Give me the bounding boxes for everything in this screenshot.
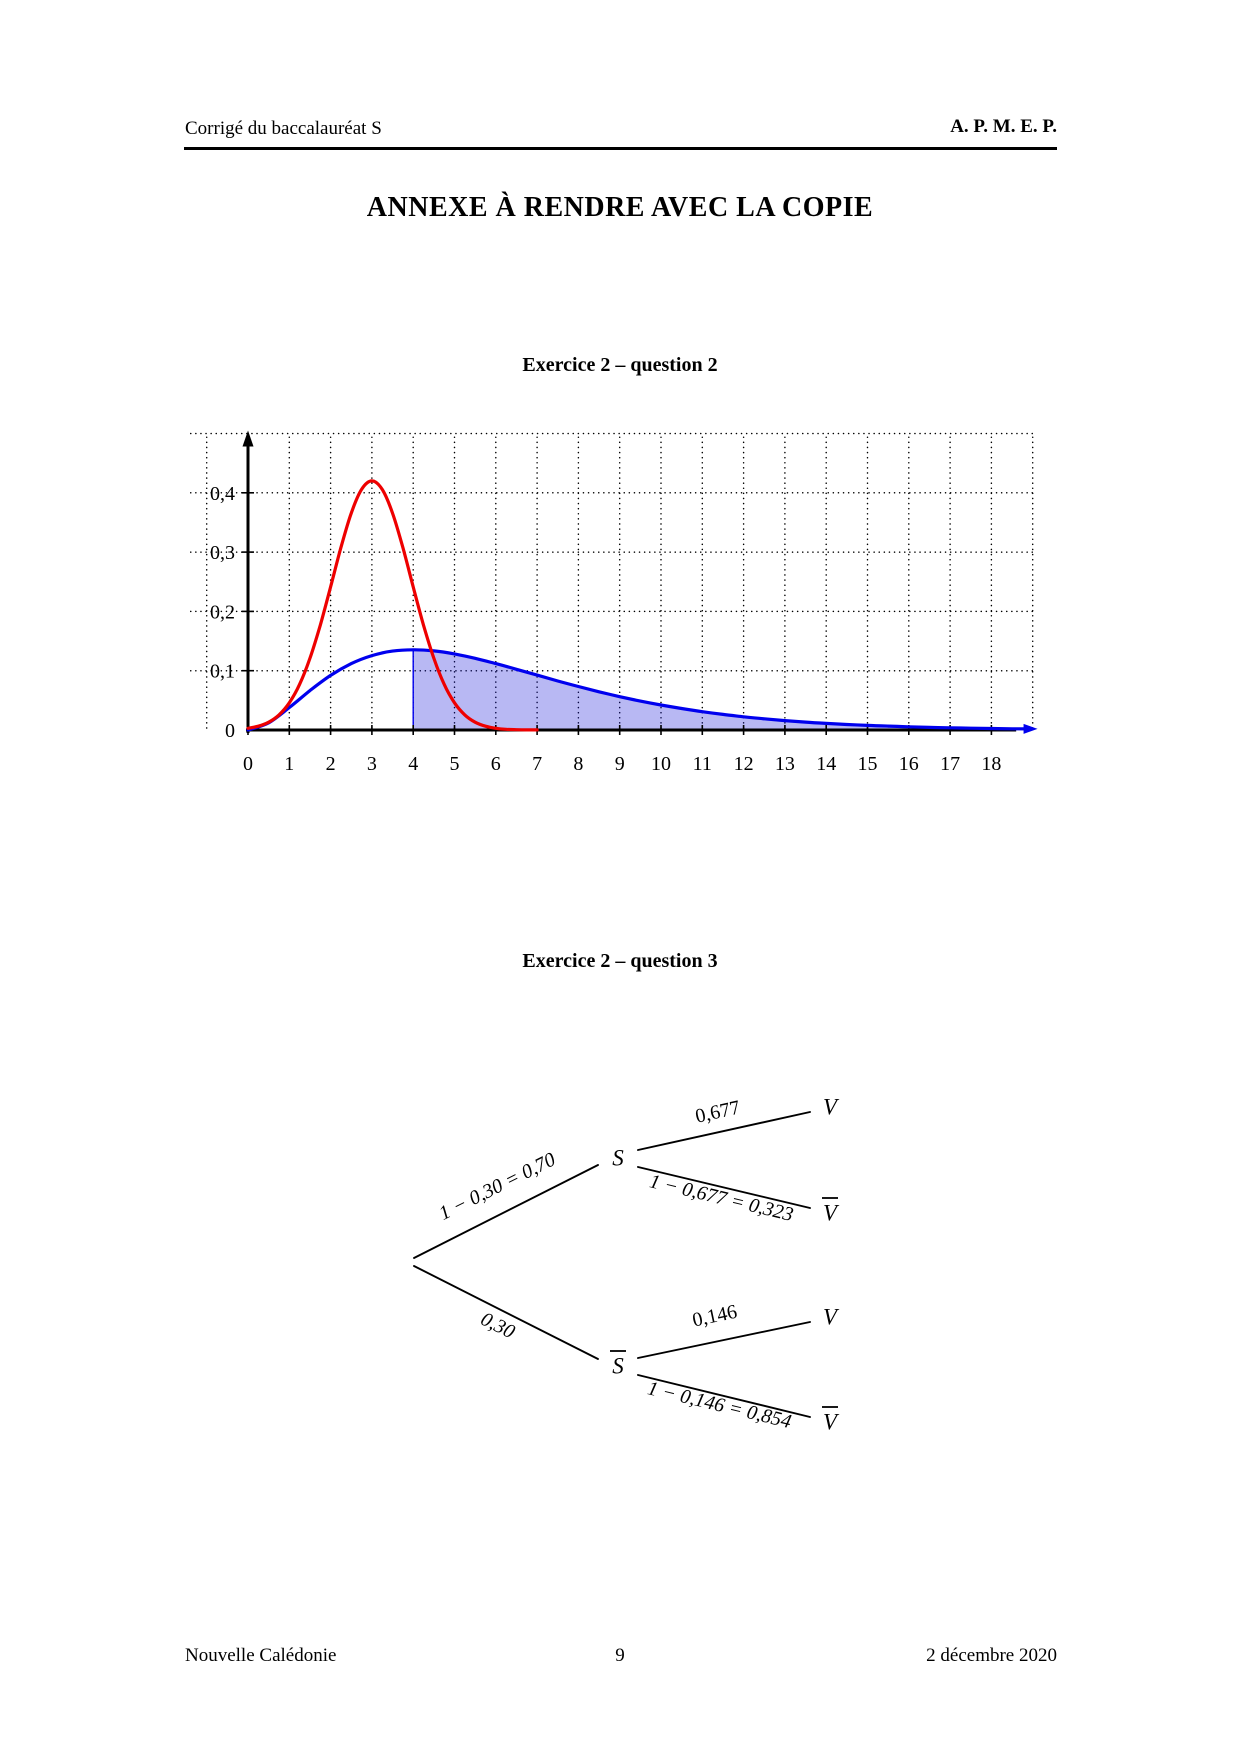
section-title-question-3: Exercice 2 – question 3 — [522, 950, 718, 972]
header-right-text: A. P. M. E. P. — [950, 116, 1057, 137]
branch-label-S-V-bar-top: 1 − 0,677 = 0,323 — [647, 1170, 795, 1226]
x-tick-label: 10 — [651, 753, 671, 775]
x-tick-label: 2 — [326, 753, 336, 775]
y-tick-label: 0,3 — [210, 542, 235, 564]
y-tick-label: 0,2 — [210, 601, 235, 623]
footer-date: 2 décembre 2020 — [926, 1645, 1057, 1666]
x-tick-label: 18 — [981, 753, 1001, 775]
branch-label-root-S-bar: 0,30 — [477, 1308, 518, 1343]
header-rule — [184, 147, 1057, 150]
branch-label-root-S: 1 − 0,30 = 0,70 — [436, 1148, 559, 1224]
x-tick-label: 12 — [734, 753, 754, 775]
red-density-curve — [246, 479, 539, 732]
tree-branch-root-S — [413, 1164, 599, 1259]
tree-node-S-bar: S — [612, 1354, 624, 1379]
tree-node-S: S — [612, 1146, 624, 1171]
tree-branch-S-V-top — [637, 1111, 811, 1151]
probability-tree-diagram: 1 − 0,30 = 0,70 0,30 0,677 1 − 0,677 = 0,32… — [413, 1095, 840, 1435]
section-title-question-2: Exercice 2 – question 2 — [522, 354, 718, 376]
x-tick-label: 1 — [284, 753, 294, 775]
x-tick-label: 5 — [450, 753, 460, 775]
footer-page-number: 9 — [615, 1645, 625, 1666]
tree-node-V-top: V — [823, 1095, 840, 1120]
footer-place: Nouvelle Calédonie — [185, 1645, 337, 1666]
x-tick-label: 0 — [243, 753, 253, 775]
tree-branch-S-V-bar-top — [637, 1166, 811, 1209]
x-tick-label: 15 — [858, 753, 878, 775]
y-tick-label: 0,4 — [210, 483, 235, 505]
origin-label: 0 — [225, 720, 235, 742]
x-tick-label: 7 — [532, 753, 542, 775]
x-tick-label: 4 — [408, 753, 418, 775]
tree-node-V-bar-top: V — [823, 1201, 840, 1226]
x-tick-label: 6 — [491, 753, 501, 775]
y-axis-arrow-icon — [242, 430, 254, 447]
tree-branch-root-S-bar — [413, 1265, 599, 1360]
x-tick-label: 3 — [367, 753, 377, 775]
branch-label-S-bar-V-bottom: 0,146 — [690, 1301, 739, 1332]
tree-node-V-bottom: V — [823, 1305, 840, 1330]
tree-branch-S-bar-V-bottom — [637, 1321, 811, 1359]
blue-curve-arrow-icon — [1023, 723, 1038, 734]
blue-density-curve — [246, 648, 1031, 732]
x-tick-label: 13 — [775, 753, 795, 775]
x-tick-label: 8 — [573, 753, 583, 775]
x-tick-label: 14 — [816, 753, 836, 775]
x-tick-label: 11 — [693, 753, 712, 775]
branch-label-S-V-top: 0,677 — [693, 1097, 742, 1128]
tree-node-V-bar-bottom: V — [823, 1410, 840, 1435]
branch-label-S-bar-V-bar-bottom: 1 − 0,146 = 0,854 — [645, 1377, 793, 1433]
page-title: ANNEXE À RENDRE AVEC LA COPIE — [366, 192, 874, 223]
y-tick-label: 0,1 — [210, 661, 235, 683]
density-curves-chart: 0 1 2 3 4 5 6 7 8 9 10 11 12 13 14 15 16 17 180,10,20,30,4… — [189, 430, 1038, 775]
header-left-text: Corrigé du baccalauréat S — [185, 118, 382, 139]
x-tick-label: 17 — [940, 753, 960, 775]
tree-branch-S-bar-V-bar-bottom — [637, 1374, 811, 1418]
x-tick-label: 16 — [899, 753, 919, 775]
x-tick-label: 9 — [615, 753, 625, 775]
shaded-area-x-ge-4 — [413, 649, 1029, 730]
